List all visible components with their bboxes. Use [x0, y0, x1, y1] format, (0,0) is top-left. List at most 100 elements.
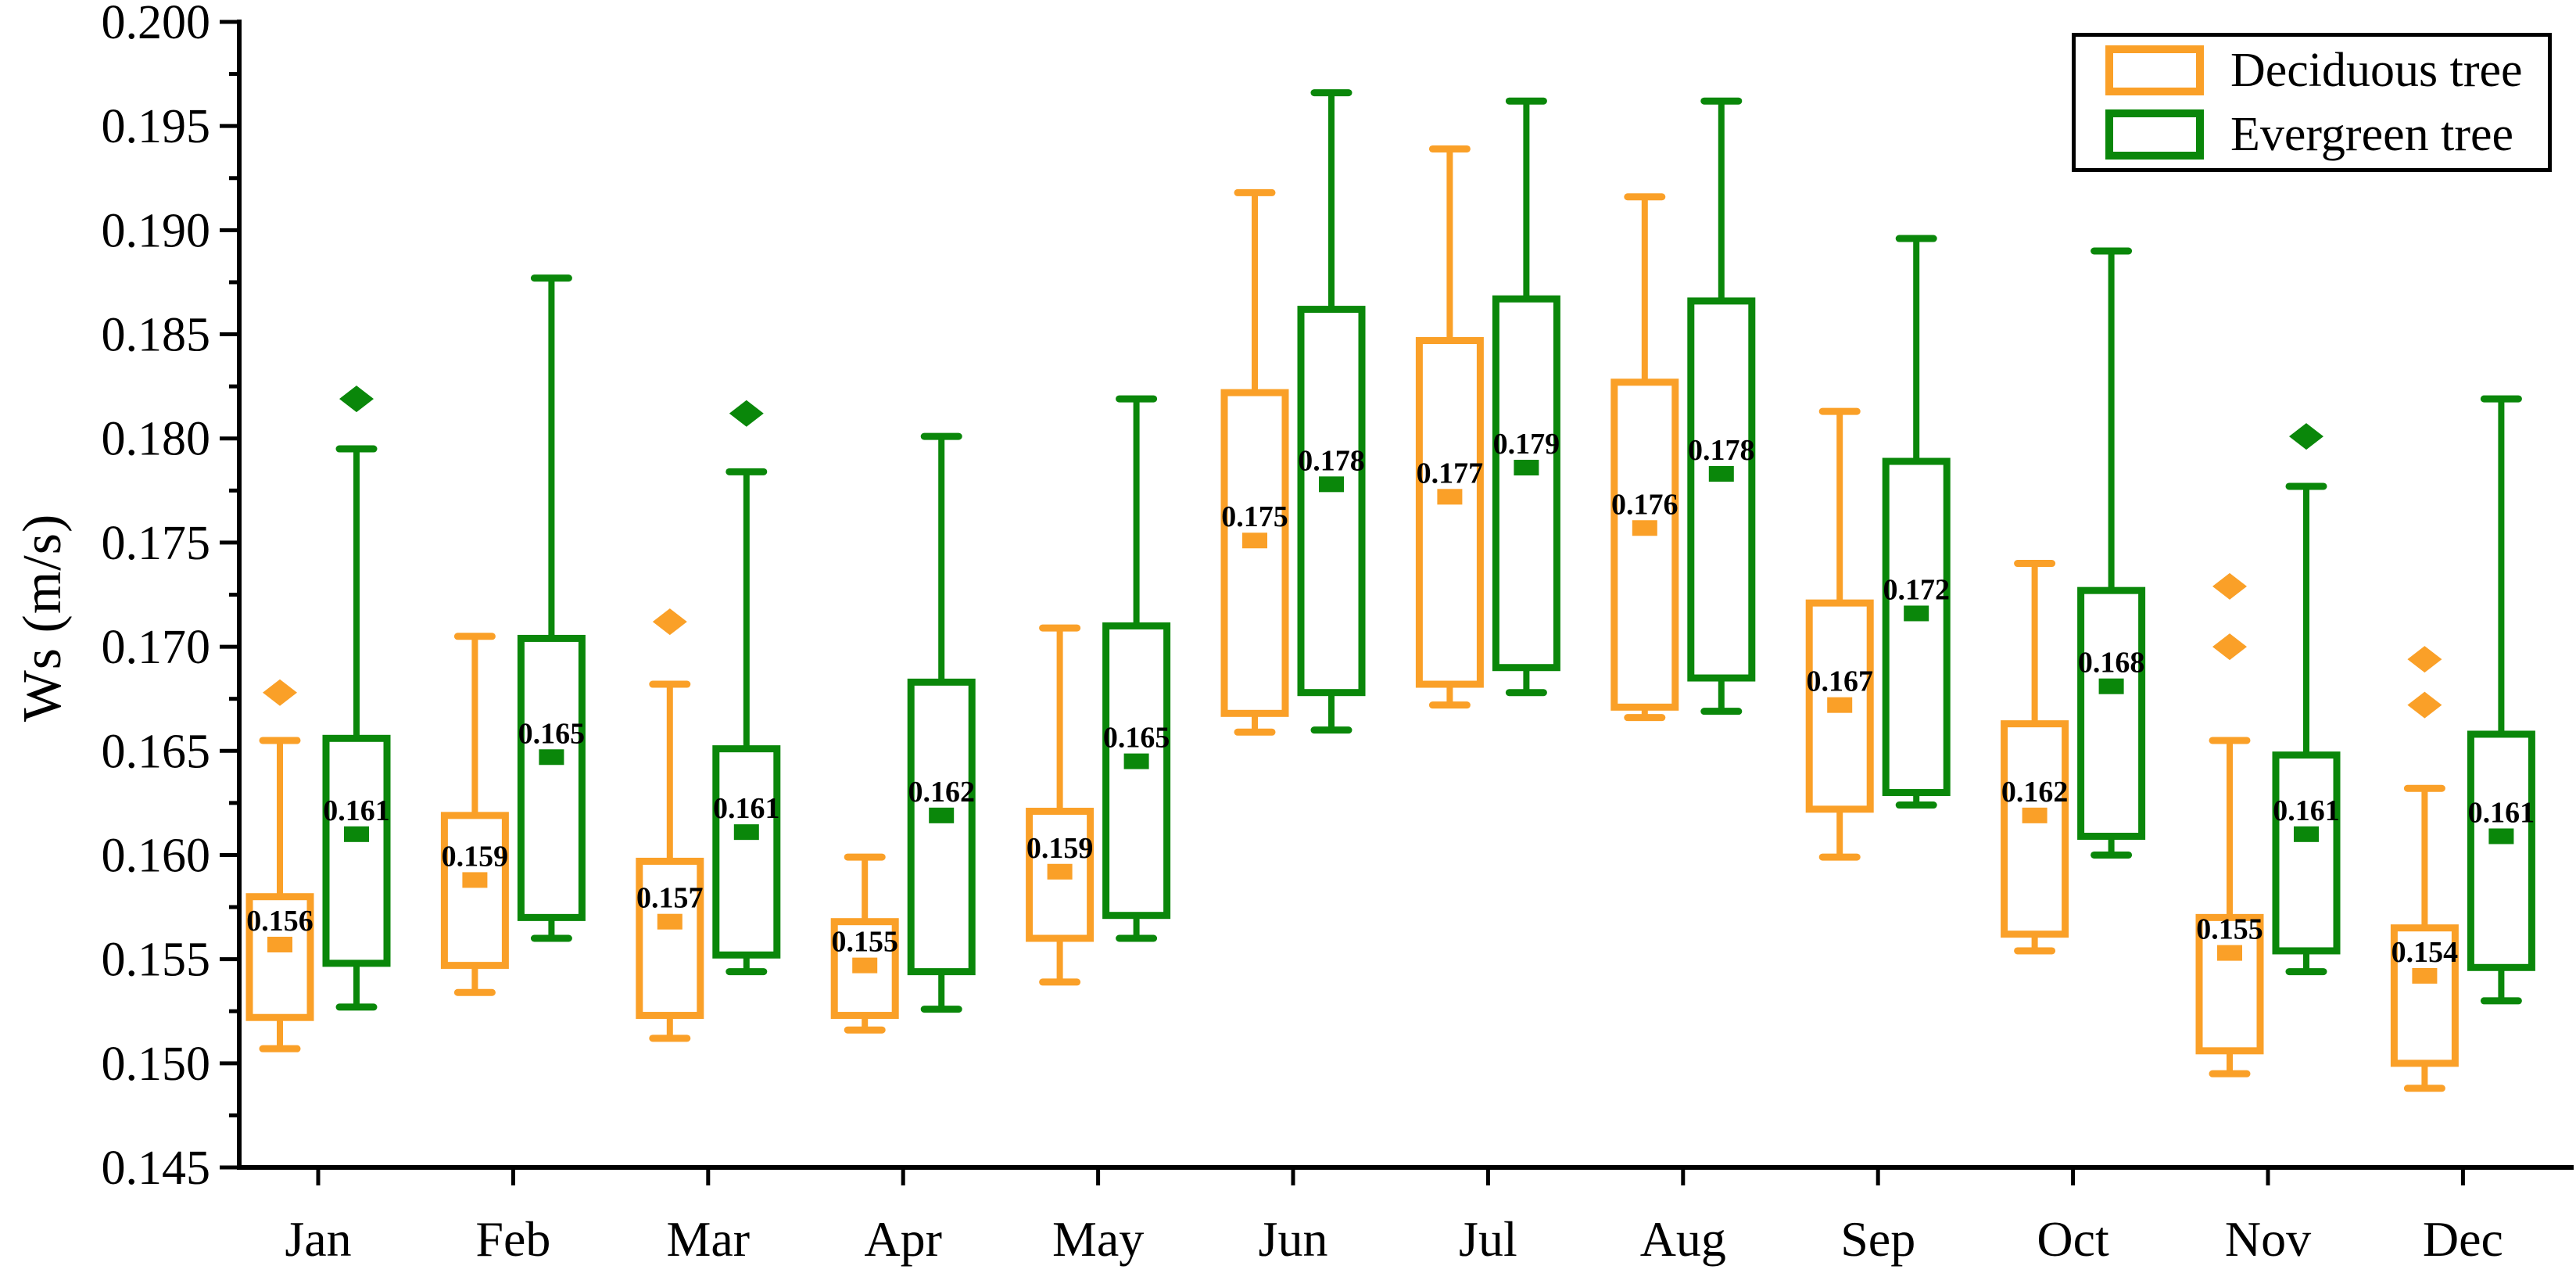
- mean-label: 0.172: [1883, 573, 1950, 606]
- mean-label: 0.165: [1103, 722, 1170, 755]
- mean-label: 0.162: [908, 776, 975, 809]
- mean-marker: [2488, 828, 2514, 844]
- outlier-diamond: [729, 400, 764, 427]
- box-deciduous-nov: 0.155: [2195, 572, 2264, 1078]
- y-tick-label: 0.145: [102, 1142, 211, 1195]
- mean-label: 0.161: [323, 794, 390, 827]
- mean-marker: [929, 807, 955, 823]
- mean-marker: [539, 749, 564, 766]
- outlier-diamond: [2407, 646, 2442, 673]
- box-evergreen-dec: 0.161: [2467, 395, 2535, 1005]
- box-rect: [1882, 457, 1951, 797]
- mean-marker: [2098, 678, 2124, 694]
- box-rect: [1297, 306, 1366, 697]
- mean-label: 0.175: [1221, 500, 1288, 533]
- box-deciduous-apr: 0.155: [830, 853, 899, 1034]
- y-tick-label: 0.160: [102, 829, 211, 882]
- mean-label: 0.167: [1806, 665, 1873, 698]
- box-evergreen-apr: 0.162: [907, 432, 976, 1013]
- mean-marker: [1242, 533, 1267, 549]
- mean-label: 0.177: [1417, 457, 1484, 489]
- mean-marker: [657, 913, 683, 930]
- box-deciduous-jul: 0.177: [1415, 145, 1484, 709]
- box-deciduous-dec: 0.154: [2390, 646, 2459, 1092]
- box-deciduous-jun: 0.175: [1220, 188, 1289, 736]
- box-rect: [440, 812, 509, 970]
- box-deciduous-sep: 0.167: [1805, 407, 1874, 861]
- y-tick-label: 0.170: [102, 621, 211, 674]
- box-rect: [1220, 389, 1289, 717]
- box-rect: [322, 734, 391, 967]
- box-rect: [830, 918, 899, 1020]
- mean-label: 0.161: [2468, 796, 2535, 829]
- mean-marker: [2022, 807, 2048, 823]
- box-rect: [1610, 378, 1679, 711]
- outlier-diamond: [339, 385, 374, 413]
- legend: Deciduous tree Evergreen tree: [2072, 33, 2552, 172]
- mean-label: 0.176: [1611, 488, 1679, 521]
- mean-label: 0.161: [2273, 794, 2340, 827]
- mean-marker: [1904, 605, 1929, 622]
- x-tick-label: Mar: [666, 1211, 750, 1267]
- mean-marker: [1514, 460, 1539, 476]
- box-evergreen-jan: 0.161: [322, 385, 391, 1011]
- legend-item-deciduous: Deciduous tree: [2105, 45, 2548, 95]
- mean-label: 0.161: [713, 792, 780, 825]
- mean-label: 0.178: [1298, 444, 1365, 477]
- outlier-diamond: [2407, 691, 2442, 719]
- box-rect: [1415, 337, 1484, 688]
- y-tick-label: 0.195: [102, 100, 211, 153]
- mean-marker: [1632, 520, 1657, 536]
- axes-layer: 0.145 0.150 0.155 0.160 0.165 0.170 0.175 0.180…: [102, 0, 2574, 1267]
- mean-marker: [1437, 489, 1463, 505]
- outlier-diamond: [652, 608, 687, 636]
- x-tick-label: May: [1052, 1211, 1144, 1267]
- box-rect: [2001, 720, 2069, 938]
- x-tick-label: Aug: [1640, 1211, 1726, 1267]
- outlier-diamond: [2212, 633, 2247, 661]
- box-evergreen-may: 0.165: [1102, 395, 1171, 942]
- mean-marker: [1047, 863, 1073, 880]
- x-tick-label: Feb: [475, 1211, 550, 1267]
- box-rect: [907, 678, 976, 976]
- box-rect: [636, 857, 704, 1020]
- mean-label: 0.178: [1688, 434, 1755, 467]
- mean-marker: [1708, 466, 1734, 482]
- box-evergreen-aug: 0.178: [1687, 97, 1756, 715]
- mean-label: 0.159: [1026, 832, 1094, 865]
- y-tick-label: 0.150: [102, 1038, 211, 1091]
- box-rect: [2390, 924, 2459, 1067]
- box-rect: [517, 634, 586, 921]
- box-deciduous-mar: 0.157: [636, 608, 704, 1042]
- box-rect: [1102, 622, 1171, 920]
- box-deciduous-jan: 0.156: [245, 679, 314, 1052]
- legend-label-deciduous: Deciduous tree: [2230, 44, 2523, 97]
- mean-label: 0.157: [636, 882, 704, 915]
- box-rect: [2467, 730, 2535, 971]
- box-evergreen-jul: 0.179: [1492, 97, 1560, 697]
- y-tick-label: 0.180: [102, 413, 211, 466]
- box-evergreen-nov: 0.161: [2272, 423, 2341, 976]
- x-tick-label: Sep: [1840, 1211, 1915, 1267]
- evergreen-swatch-icon: [2105, 109, 2204, 160]
- mean-marker: [344, 826, 369, 842]
- mean-marker: [1827, 697, 1853, 713]
- box-rect: [2195, 913, 2264, 1055]
- mean-label: 0.154: [2391, 936, 2459, 969]
- box-rect: [2272, 751, 2341, 955]
- y-tick-label: 0.175: [102, 517, 211, 570]
- y-tick-label: 0.155: [102, 934, 211, 987]
- mean-label: 0.168: [2078, 647, 2145, 680]
- mean-marker: [733, 824, 759, 841]
- y-tick-label: 0.165: [102, 725, 211, 778]
- mean-label: 0.159: [442, 840, 509, 873]
- mean-label: 0.155: [831, 926, 898, 959]
- box-deciduous-oct: 0.162: [2001, 560, 2069, 955]
- mean-label: 0.165: [518, 717, 586, 750]
- mean-marker: [852, 957, 878, 974]
- mean-label: 0.162: [2001, 776, 2069, 809]
- mean-marker: [1319, 476, 1344, 493]
- mean-label: 0.156: [246, 905, 313, 938]
- boxes-layer: 0.156 0.159 0.157 0.155 0.159 0.175 0.177 0.176…: [245, 89, 2535, 1092]
